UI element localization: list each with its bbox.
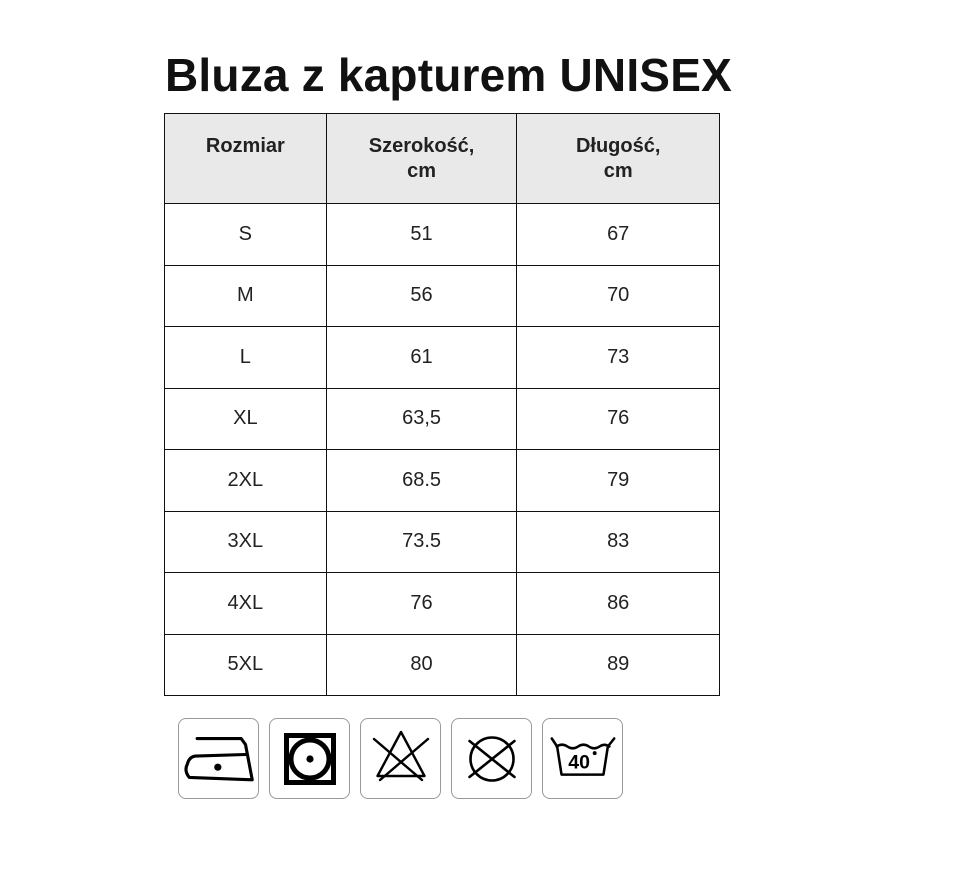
svg-text:40: 40 <box>568 752 590 774</box>
